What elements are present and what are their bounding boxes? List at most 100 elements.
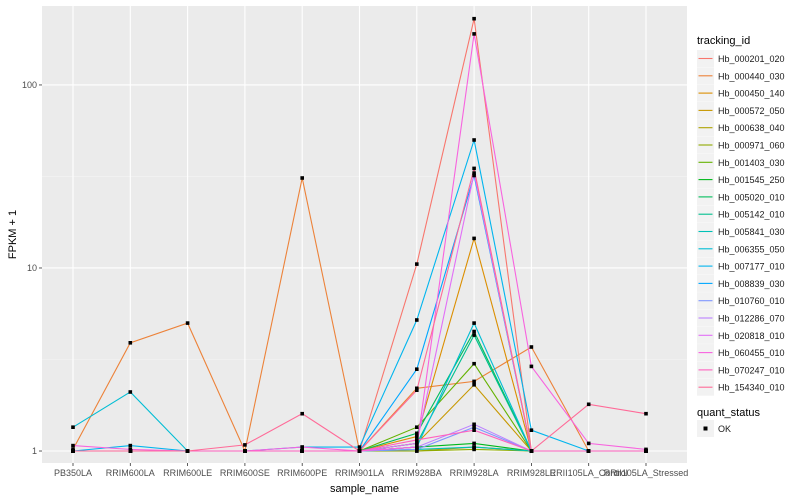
legend-shape-title: quant_status	[697, 407, 760, 419]
data-point	[472, 422, 476, 427]
x-axis: PB350LA RRIM600LA RRIM600LE RRIM600SE RRIM60…	[54, 463, 688, 478]
data-point	[472, 166, 476, 171]
data-point	[586, 402, 591, 407]
data-point	[71, 443, 75, 448]
data-point	[529, 428, 534, 432]
data-point	[472, 383, 476, 387]
data-point	[300, 445, 304, 449]
data-point	[472, 329, 476, 334]
y-tick-label: 10	[27, 263, 37, 273]
x-tick-label: RRIM928BA	[392, 468, 442, 478]
y-axis-title: FPKM + 1	[7, 210, 19, 259]
x-tick-label: RRIM600SE	[220, 468, 270, 478]
data-point	[415, 367, 419, 371]
panel-background	[42, 6, 687, 463]
legend-label: Hb_001545_250	[718, 175, 785, 185]
data-point	[586, 441, 591, 446]
data-point	[472, 138, 476, 142]
data-point	[128, 449, 133, 453]
data-point	[472, 173, 476, 178]
data-point	[644, 449, 648, 453]
data-point	[472, 445, 476, 449]
data-point	[357, 449, 362, 453]
x-axis-title: sample_name	[330, 483, 399, 495]
data-point	[415, 447, 419, 452]
y-tick-label: 1	[32, 446, 37, 456]
y-tick-label: 100	[22, 80, 37, 90]
data-point	[472, 321, 476, 325]
data-point	[415, 431, 419, 436]
data-point	[128, 341, 133, 345]
x-tick-label: RRIM600LA	[106, 468, 155, 478]
data-point	[300, 449, 304, 453]
data-point	[128, 443, 133, 448]
data-point	[472, 447, 476, 452]
legend-label: Hb_008839_030	[718, 279, 785, 289]
legend-shape-marker	[703, 426, 708, 431]
data-point	[472, 428, 476, 432]
gridlines	[42, 6, 687, 463]
data-point	[243, 449, 247, 453]
data-point	[300, 176, 304, 180]
legend-title: tracking_id	[697, 35, 750, 47]
legend-label: Hb_005020_010	[718, 192, 785, 202]
legend-label: Hb_060455_010	[718, 348, 785, 358]
legend-label: Hb_006355_050	[718, 244, 785, 254]
data-point	[529, 449, 534, 453]
legend-label: Hb_000638_040	[718, 123, 785, 133]
data-point	[415, 425, 419, 429]
legend: tracking_id Hb_000201_020 Hb_000440_030 Hb…	[697, 35, 785, 437]
data-point	[357, 445, 362, 449]
legend-label: Hb_000440_030	[718, 71, 785, 81]
data-point	[71, 449, 75, 453]
legend-label: Hb_010760_010	[718, 296, 785, 306]
x-tick-label: RRIM928LE	[507, 468, 556, 478]
data-point	[472, 32, 476, 36]
data-point	[586, 449, 591, 453]
data-point	[300, 411, 304, 416]
data-point	[472, 379, 476, 384]
data-point	[529, 345, 534, 349]
data-point	[529, 364, 534, 369]
legend-label: Hb_000450_140	[718, 89, 785, 99]
data-point	[185, 449, 190, 453]
data-point	[472, 361, 476, 366]
legend-label: Hb_000201_020	[718, 54, 785, 64]
data-point	[472, 425, 476, 429]
x-tick-label: RRII105LA_Control	[550, 468, 628, 478]
legend-label: Hb_154340_010	[718, 383, 785, 393]
legend-label: Hb_020818_010	[718, 331, 785, 341]
data-point	[185, 321, 190, 325]
data-point	[415, 388, 419, 392]
legend-label: Hb_000572_050	[718, 106, 785, 116]
data-point	[415, 386, 419, 391]
data-point	[415, 434, 419, 439]
legend-label: Hb_005142_010	[718, 210, 785, 220]
data-point	[472, 441, 476, 446]
data-point	[472, 333, 476, 337]
data-points	[71, 16, 648, 453]
legend-label: Hb_001403_030	[718, 158, 785, 168]
data-point	[472, 171, 476, 175]
legend-shape-label: OK	[718, 424, 731, 434]
x-tick-label: RRII105LA_Stressed	[604, 468, 689, 478]
data-point	[415, 445, 419, 449]
data-point	[644, 411, 648, 416]
data-point	[415, 318, 419, 322]
y-axis: 1 10 100	[22, 80, 42, 456]
legend-label: Hb_005841_030	[718, 227, 785, 237]
data-point	[415, 441, 419, 446]
x-tick-label: PB350LA	[54, 468, 92, 478]
data-point	[128, 390, 133, 394]
legend-label: Hb_007177_010	[718, 262, 785, 272]
data-point	[415, 262, 419, 266]
legend-label: Hb_012286_070	[718, 314, 785, 324]
legend-label: Hb_070247_010	[718, 365, 785, 375]
legend-label: Hb_000971_060	[718, 141, 785, 151]
x-tick-label: RRIM901LA	[335, 468, 384, 478]
data-point	[472, 16, 476, 21]
x-tick-label: RRIM600LE	[163, 468, 212, 478]
data-point	[472, 236, 476, 241]
x-tick-label: RRIM600PE	[277, 468, 327, 478]
